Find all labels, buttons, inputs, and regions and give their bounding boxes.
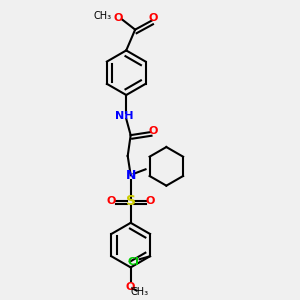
Text: O: O: [148, 13, 158, 23]
Text: N: N: [125, 169, 136, 182]
Text: O: O: [146, 196, 155, 206]
Text: Cl: Cl: [128, 257, 140, 267]
Text: O: O: [106, 196, 116, 206]
Text: CH₃: CH₃: [130, 287, 149, 297]
Text: O: O: [126, 282, 135, 292]
Text: O: O: [148, 126, 158, 136]
Text: NH: NH: [116, 111, 134, 121]
Text: O: O: [113, 13, 123, 23]
Text: CH₃: CH₃: [93, 11, 112, 21]
Text: S: S: [126, 194, 136, 208]
